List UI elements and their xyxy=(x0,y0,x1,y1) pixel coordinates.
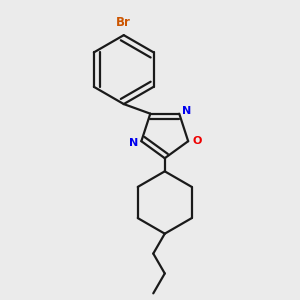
Text: N: N xyxy=(182,106,192,116)
Text: Br: Br xyxy=(116,16,131,29)
Text: O: O xyxy=(192,136,201,146)
Text: N: N xyxy=(129,138,138,148)
